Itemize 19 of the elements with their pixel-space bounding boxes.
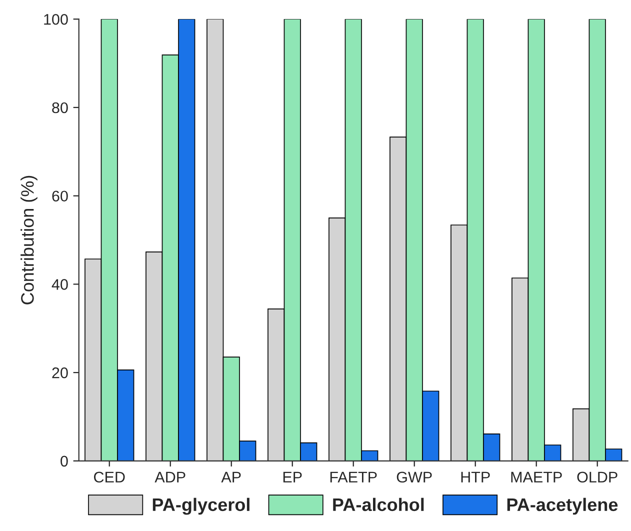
x-tick-label: ADP	[154, 472, 186, 482]
x-tick-label: EP	[283, 472, 302, 482]
y-tick-label: 20	[52, 367, 68, 378]
y-axis-title: Contribution (%)	[20, 176, 38, 304]
x-tick-label: AP	[221, 472, 241, 482]
legend-label: PA-glycerol	[152, 498, 250, 515]
legend-label: PA-acetylene	[507, 498, 618, 515]
x-tick-label: HTP	[461, 472, 490, 482]
y-tick-label: 60	[52, 190, 68, 202]
y-tick-label: 80	[52, 102, 68, 114]
y-tick-label: 0	[60, 456, 68, 467]
x-tick-label: OLDP	[577, 472, 618, 483]
y-tick-label: 40	[52, 279, 68, 290]
x-tick-label: MAETP	[511, 472, 562, 482]
legend-label: PA-alcohol	[333, 498, 424, 512]
x-tick-label: CED	[94, 472, 125, 483]
x-tick-label: GWP	[396, 472, 432, 483]
x-tick-label: FAETP	[330, 472, 377, 482]
y-tick-label: 100	[44, 14, 68, 25]
